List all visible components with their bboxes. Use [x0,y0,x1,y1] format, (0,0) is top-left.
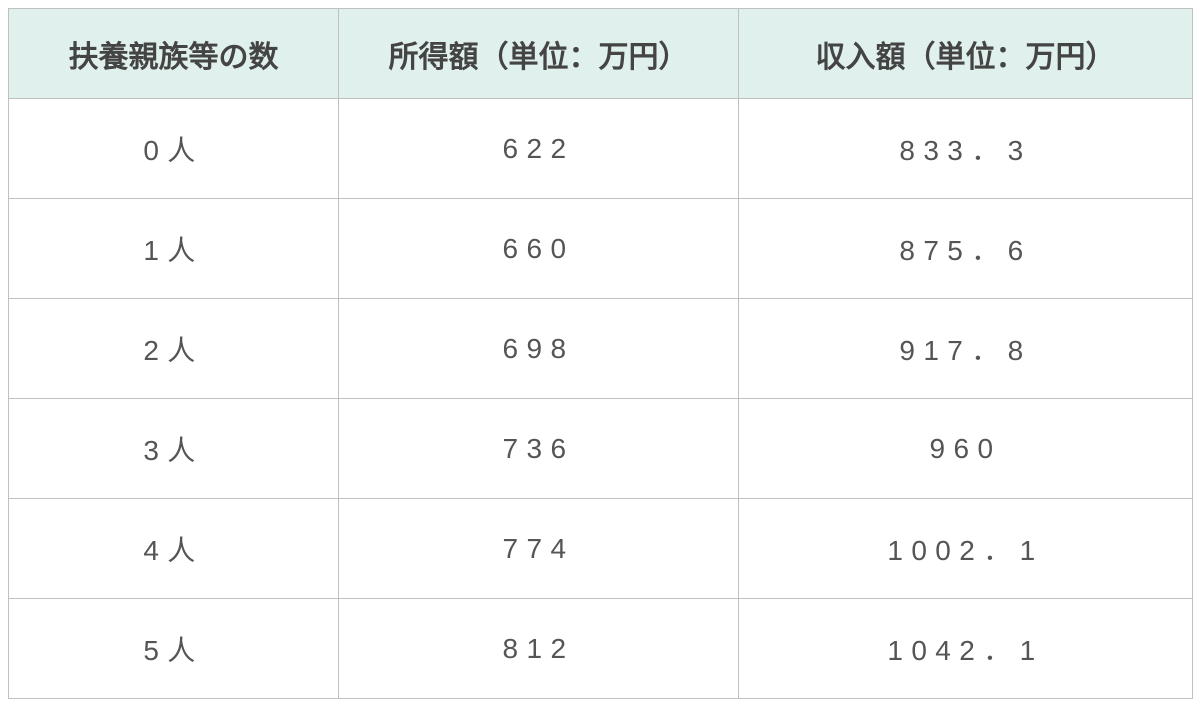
cell-revenue: 833．3 [739,99,1193,199]
income-table: 扶養親族等の数 所得額（単位：万円） 収入額（単位：万円） 0人 622 833… [8,8,1193,699]
column-header-revenue: 収入額（単位：万円） [739,9,1193,99]
table-row: 1人 660 875．6 [9,199,1193,299]
column-header-income: 所得額（単位：万円） [339,9,739,99]
cell-revenue: 1002．1 [739,499,1193,599]
cell-dependents: 2人 [9,299,339,399]
cell-revenue: 917．8 [739,299,1193,399]
cell-dependents: 5人 [9,599,339,699]
cell-revenue: 960 [739,399,1193,499]
table-row: 3人 736 960 [9,399,1193,499]
cell-income: 698 [339,299,739,399]
cell-income: 812 [339,599,739,699]
cell-dependents: 3人 [9,399,339,499]
column-header-dependents: 扶養親族等の数 [9,9,339,99]
cell-dependents: 1人 [9,199,339,299]
cell-income: 736 [339,399,739,499]
cell-dependents: 4人 [9,499,339,599]
cell-income: 774 [339,499,739,599]
table-row: 5人 812 1042．1 [9,599,1193,699]
cell-revenue: 875．6 [739,199,1193,299]
cell-income: 660 [339,199,739,299]
table-row: 4人 774 1002．1 [9,499,1193,599]
cell-dependents: 0人 [9,99,339,199]
cell-revenue: 1042．1 [739,599,1193,699]
table-header-row: 扶養親族等の数 所得額（単位：万円） 収入額（単位：万円） [9,9,1193,99]
table-row: 2人 698 917．8 [9,299,1193,399]
cell-income: 622 [339,99,739,199]
table-row: 0人 622 833．3 [9,99,1193,199]
